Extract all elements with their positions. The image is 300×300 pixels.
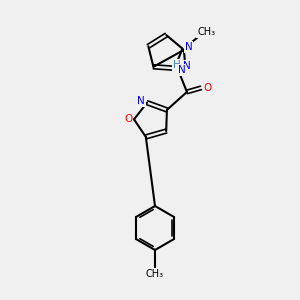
- Text: N: N: [184, 42, 192, 52]
- Text: H: H: [173, 60, 181, 70]
- Text: CH₃: CH₃: [197, 27, 215, 37]
- Text: N: N: [178, 65, 185, 75]
- Text: N: N: [183, 61, 191, 71]
- Text: N: N: [137, 96, 145, 106]
- Text: O: O: [124, 114, 132, 124]
- Text: CH₃: CH₃: [146, 269, 164, 279]
- Text: O: O: [204, 83, 212, 93]
